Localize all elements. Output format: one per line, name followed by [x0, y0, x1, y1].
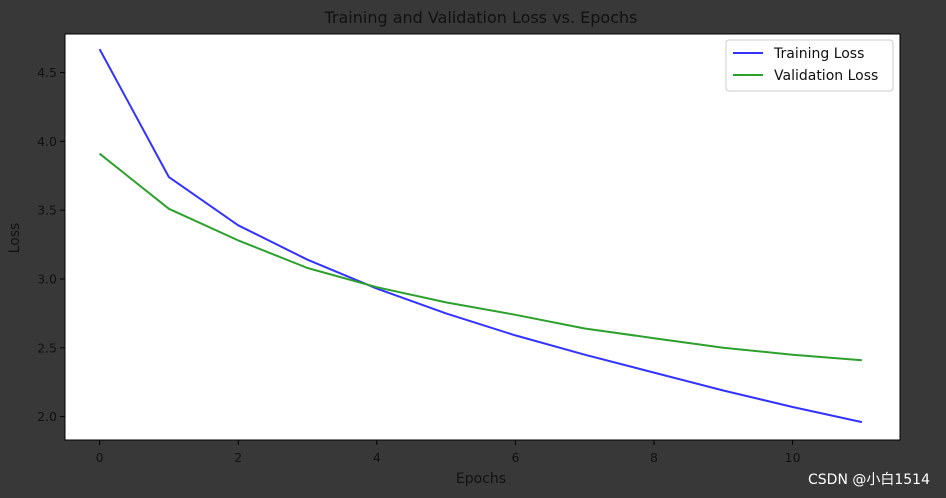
x-axis-ticks: 0 2 4 6 8 10	[96, 440, 801, 465]
y-tick-label: 3.0	[37, 271, 57, 286]
watermark: CSDN @小白1514	[808, 472, 930, 488]
legend-box	[725, 39, 894, 92]
x-tick-label: 2	[234, 450, 242, 465]
plot-area	[64, 33, 901, 441]
series-lines	[98, 48, 863, 424]
y-axis-ticks: 2.0 2.5 3.0 3.5 4.0 4.5	[37, 65, 65, 424]
legend-label: Validation Loss	[774, 68, 878, 84]
chart-title: Training and Validation Loss vs. Epochs	[324, 8, 638, 27]
x-tick-label: 6	[511, 450, 519, 465]
x-tick-label: 8	[650, 450, 658, 465]
x-axis-label: Epochs	[456, 471, 506, 487]
y-tick-label: 4.5	[37, 65, 57, 80]
x-tick-label: 4	[373, 450, 381, 465]
y-tick-label: 2.0	[37, 409, 57, 424]
legend-label: Training Loss	[773, 46, 864, 62]
y-axis-label: Loss	[7, 223, 23, 254]
y-tick-label: 2.5	[37, 340, 57, 355]
x-tick-label: 10	[785, 450, 801, 465]
y-tick-label: 3.5	[37, 203, 57, 218]
validation-loss-line	[98, 152, 862, 362]
legend: Training Loss Validation Loss	[725, 39, 894, 92]
training-loss-line	[98, 48, 863, 424]
x-tick-label: 0	[96, 450, 104, 465]
y-tick-label: 4.0	[37, 134, 57, 149]
